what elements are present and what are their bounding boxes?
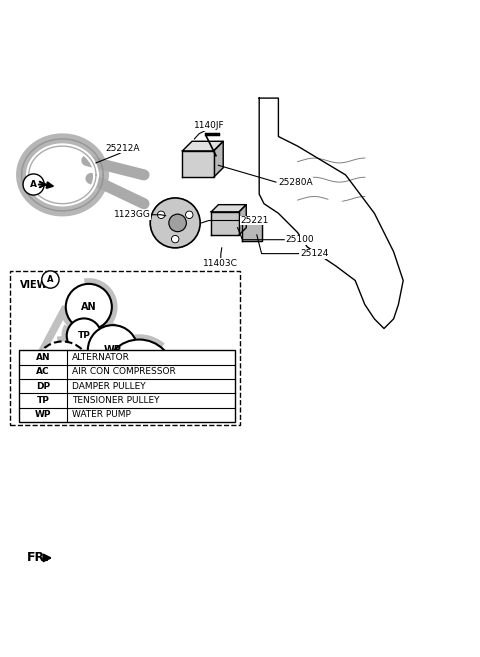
Circle shape [150,198,200,248]
Circle shape [292,212,303,224]
Text: WP: WP [104,345,122,355]
Circle shape [185,211,193,219]
Polygon shape [211,205,246,212]
Polygon shape [242,217,262,241]
Text: 1140JF: 1140JF [193,122,224,131]
Polygon shape [211,212,239,235]
Text: DAMPER PULLEY: DAMPER PULLEY [72,382,145,391]
Bar [19,350,235,422]
Circle shape [105,340,174,409]
Circle shape [327,185,345,203]
Circle shape [67,319,101,353]
Text: AC: AC [36,367,50,376]
Text: 25212A: 25212A [105,144,140,153]
Circle shape [66,284,112,330]
Circle shape [35,342,90,397]
Text: A: A [30,180,37,189]
Polygon shape [239,205,246,235]
Text: 25221: 25221 [240,216,268,225]
Text: AC: AC [55,364,70,374]
Text: TENSIONER PULLEY: TENSIONER PULLEY [72,396,159,405]
Text: ALTERNATOR: ALTERNATOR [72,353,130,362]
Text: 25100: 25100 [286,235,314,244]
Text: 1123GG: 1123GG [114,210,150,219]
Text: 25124: 25124 [300,249,328,258]
Polygon shape [182,141,223,151]
Text: VIEW: VIEW [20,279,48,290]
Text: DP: DP [36,382,50,391]
Circle shape [23,174,44,195]
Text: AN: AN [81,302,96,312]
Text: 11403C: 11403C [204,259,238,267]
Circle shape [169,214,186,232]
FancyBboxPatch shape [10,271,240,424]
Text: TP: TP [37,396,49,405]
Text: 25280A: 25280A [278,177,313,187]
Text: FR.: FR. [26,551,49,564]
Text: DP: DP [131,369,148,379]
Circle shape [88,325,138,375]
Text: WATER PUMP: WATER PUMP [72,411,131,419]
Text: TP: TP [78,331,90,340]
Circle shape [157,211,165,219]
Text: A: A [47,275,54,284]
Text: AN: AN [36,353,50,362]
Text: AIR CON COMPRESSOR: AIR CON COMPRESSOR [72,367,176,376]
Circle shape [356,233,373,251]
Polygon shape [182,151,214,177]
Circle shape [171,235,179,243]
Text: WP: WP [35,411,51,419]
Polygon shape [214,141,223,177]
Circle shape [42,271,59,288]
